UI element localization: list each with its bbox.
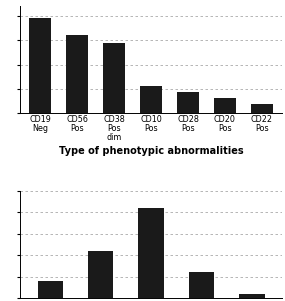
Bar: [139, 208, 164, 298]
Bar: [251, 104, 273, 113]
X-axis label: Type of phenotypic abnormalities: Type of phenotypic abnormalities: [59, 146, 243, 156]
Bar: [239, 294, 264, 298]
Bar: [177, 92, 199, 113]
Bar: [103, 43, 125, 113]
Bar: [214, 98, 236, 113]
Bar: [29, 18, 51, 113]
Bar: [38, 281, 63, 298]
Bar: [66, 35, 88, 113]
Bar: [189, 272, 214, 298]
Bar: [88, 251, 113, 298]
Bar: [140, 86, 162, 113]
